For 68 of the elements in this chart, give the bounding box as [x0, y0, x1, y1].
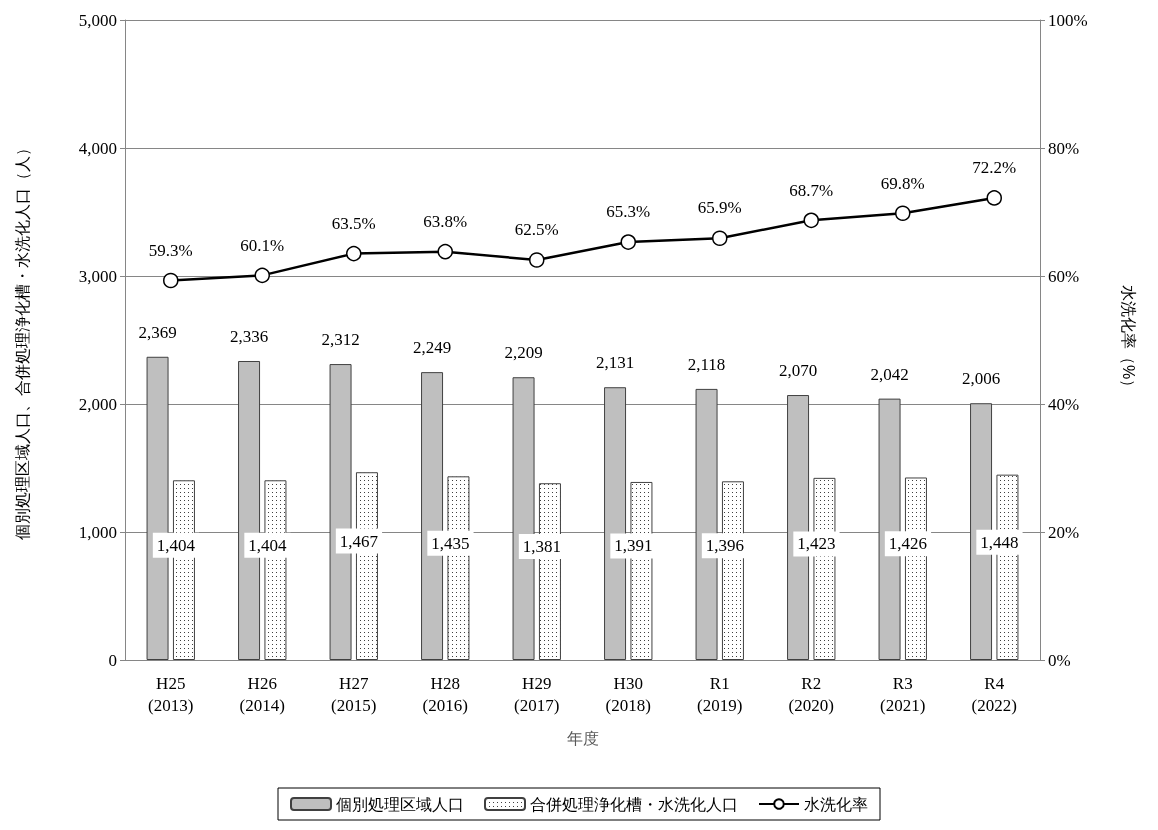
data-label: 68.7% — [789, 180, 834, 200]
data-label: 1,423 — [797, 534, 836, 554]
data-label: 1,448 — [980, 532, 1019, 552]
data-label: 59.3% — [148, 240, 193, 260]
data-label: 2,131 — [595, 353, 635, 373]
point — [620, 234, 636, 250]
data-label: 65.3% — [606, 202, 651, 222]
data-label: 1,404 — [156, 535, 196, 555]
y-tick-label: 4,000 — [78, 138, 117, 158]
data-label: 1,391 — [614, 536, 653, 556]
legend-label: 水洗化率 — [804, 795, 868, 813]
legend-label: 個別処理区域人口 — [336, 795, 464, 813]
y-axis-title: 個別処理区域人口、合併処理浄化槽・水洗化人口（人） — [13, 140, 31, 540]
data-label: 63.5% — [331, 213, 376, 233]
legend-label: 合併処理浄化槽・水洗化人口 — [530, 795, 738, 813]
y2-tick-label: 20% — [1048, 522, 1080, 542]
point — [437, 243, 453, 260]
x-tick-label: H28 (2016) — [422, 673, 468, 715]
y-tick-label: 5,000 — [78, 10, 117, 30]
data-label: 1,435 — [431, 533, 470, 553]
y-tick-label: 3,000 — [78, 266, 117, 286]
y2-tick-label: 60% — [1048, 266, 1080, 286]
y2-tick-label: 0% — [1048, 650, 1071, 670]
point — [712, 230, 728, 246]
data-label: 2,312 — [321, 330, 360, 350]
data-label: 2,209 — [504, 343, 543, 363]
point — [163, 272, 179, 289]
point — [254, 267, 270, 284]
y2-tick-label: 100% — [1048, 10, 1088, 30]
data-label: 2,070 — [778, 361, 818, 381]
point — [986, 190, 1002, 206]
y2-tick-label: 40% — [1048, 394, 1080, 414]
data-label: 2,369 — [138, 322, 177, 342]
point — [346, 245, 362, 262]
point — [529, 252, 545, 268]
x-tick-label: H30 (2018) — [605, 673, 651, 715]
data-label: 2,336 — [229, 326, 269, 346]
data-label: 1,426 — [888, 534, 928, 554]
y-tick-label: 1,000 — [78, 522, 117, 542]
data-label: 1,404 — [248, 535, 288, 555]
data-label: 69.8% — [880, 173, 925, 193]
x-tick-label: R3 (2021) — [880, 673, 926, 715]
data-label: 72.2% — [972, 158, 1017, 178]
data-label: 60.1% — [240, 235, 285, 255]
y-tick-label: 0 — [108, 650, 117, 670]
point — [803, 212, 819, 229]
y2-tick-label: 80% — [1048, 138, 1080, 158]
x-tick-label: H25 (2013) — [148, 673, 194, 715]
data-label: 1,467 — [339, 531, 379, 551]
y2-axis-title: 水洗化率（%） — [1119, 284, 1137, 396]
data-label: 2,006 — [961, 369, 1001, 389]
x-tick-label: R4 (2022) — [971, 673, 1017, 715]
x-axis-title: 年度 — [566, 729, 599, 747]
data-label: 1,396 — [705, 536, 745, 556]
x-tick-label: H29 (2017) — [514, 673, 560, 715]
x-tick-label: R2 (2020) — [788, 673, 834, 715]
x-tick-label: H27 (2015) — [331, 673, 377, 715]
data-label: 65.9% — [697, 198, 742, 218]
data-label: 2,118 — [687, 354, 726, 374]
data-label: 63.8% — [423, 211, 468, 231]
x-tick-label: R1 (2019) — [697, 673, 743, 715]
data-label: 2,249 — [412, 338, 452, 358]
data-label: 62.5% — [514, 220, 559, 240]
x-tick-label: H26 (2014) — [239, 673, 285, 715]
data-label: 2,042 — [870, 364, 909, 384]
data-label: 1,381 — [522, 537, 562, 557]
point — [895, 205, 911, 222]
y-tick-label: 2,000 — [78, 394, 117, 414]
